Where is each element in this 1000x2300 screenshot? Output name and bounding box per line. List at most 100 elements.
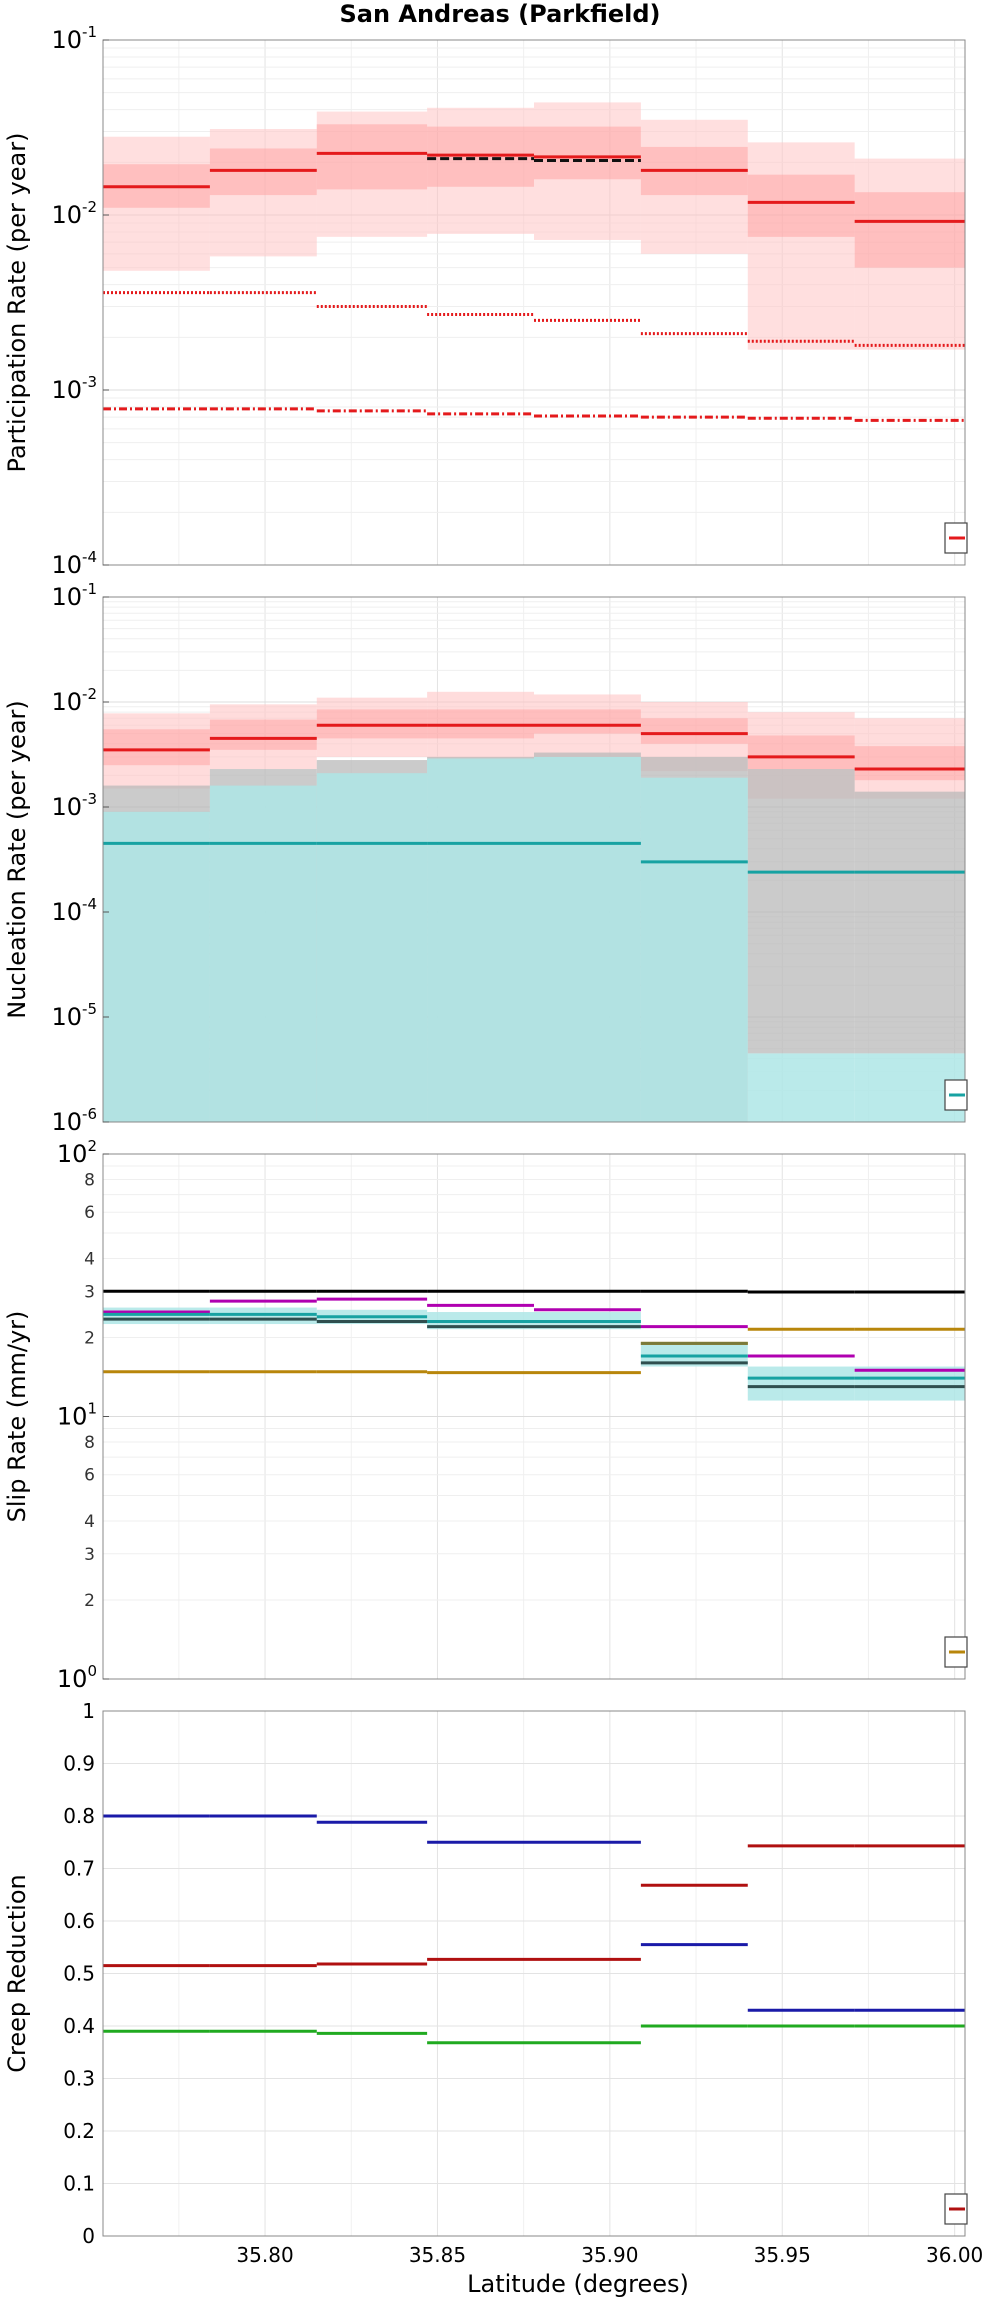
band-segment [854, 158, 965, 350]
band-segment [209, 719, 317, 750]
series-lines [103, 1289, 965, 1389]
band-segment [427, 107, 534, 234]
y-axis-label: Nucleation Rate (per year) [3, 700, 31, 1019]
band-segment [747, 142, 855, 350]
y-tick-label: 0.6 [63, 1909, 95, 1933]
y-tick-label: 0.2 [63, 2119, 95, 2143]
x-tick-label: 35.95 [754, 2243, 811, 2267]
y-tick-label: 0 [82, 2224, 95, 2248]
chart-panel-2: 10-6 10-5 10-4 10-3 10-2 10-1 Nucleation Rate … [3, 580, 968, 1136]
band-segment [747, 735, 855, 770]
band-segment [209, 129, 317, 257]
series-lines [103, 1814, 965, 2045]
y-minor-tick-label: 2 [84, 1591, 95, 1611]
y-minor-tick-label: 3 [84, 1282, 95, 1302]
plot-frame [102, 1710, 966, 2237]
band-segment [316, 111, 428, 237]
series-lines [103, 151, 965, 422]
grid [103, 1154, 965, 1680]
uncertainty-bands [103, 102, 965, 350]
band-segment [316, 124, 428, 190]
band-segment [747, 1366, 855, 1401]
y-minor-tick-label: 6 [84, 1203, 95, 1223]
chart-panel-1: 10-4 10-3 10-2 10-1 Participation Rate (per … [3, 23, 968, 579]
y-tick-label: 100 [57, 1662, 97, 1693]
band-segment [209, 785, 317, 1122]
legend [944, 522, 968, 554]
band-segment [854, 718, 965, 799]
x-tick-label: 35.80 [236, 2243, 293, 2267]
y-tick-label: 10-2 [51, 198, 97, 229]
plot-frame [102, 596, 966, 1123]
x-tick-label: 35.90 [581, 2243, 638, 2267]
y-minor-tick-label: 4 [84, 1512, 95, 1532]
x-tick-label: 36.00 [926, 2243, 983, 2267]
uncertainty-bands [103, 691, 965, 1122]
panels: 10-4 10-3 10-2 10-1 Participation Rate (per … [3, 23, 983, 2267]
y-tick-labels: 10-4 10-3 10-2 10-1 [51, 23, 109, 579]
y-tick-label: 10-6 [51, 1105, 97, 1136]
y-tick-label: 0.5 [63, 1962, 95, 1986]
band-segment [534, 756, 641, 1122]
y-tick-label: 0.4 [63, 2014, 95, 2038]
y-tick-label: 102 [57, 1137, 97, 1168]
y-tick-label: 0.7 [63, 1857, 95, 1881]
chart-panel-4: 0 0.1 0.2 0.3 0.4 0.5 0.6 0.7 0.8 0.9 1 Creep Reduc… [3, 1699, 983, 2267]
band-segment [640, 777, 748, 1122]
band-segment [316, 697, 428, 757]
y-axis-label: Participation Rate (per year) [3, 133, 31, 473]
y-tick-label: 0.3 [63, 2067, 95, 2091]
band-segment [854, 746, 965, 781]
band-segment [854, 791, 965, 1054]
band-segment [103, 136, 210, 271]
legend [944, 2193, 968, 2225]
band-segment [640, 119, 748, 254]
band-segment [316, 773, 428, 1122]
band-segment [854, 1366, 965, 1401]
y-tick-label: 101 [57, 1400, 97, 1431]
band-segment [534, 126, 641, 180]
band-segment [103, 729, 210, 766]
x-tick-labels: 35.80 35.85 35.90 35.95 36.00 [236, 2243, 983, 2267]
y-tick-label: 10-3 [51, 373, 97, 404]
legend [944, 1636, 968, 1668]
y-minor-tick-label: 2 [84, 1328, 95, 1348]
band-segment [103, 811, 210, 1122]
band-segment [534, 709, 641, 734]
y-tick-label: 0.8 [63, 1804, 95, 1828]
band-segment [427, 126, 534, 187]
band-segment [209, 704, 317, 770]
band-segment [640, 718, 748, 744]
band-segment [854, 192, 965, 268]
grid [103, 1710, 965, 2237]
y-minor-tick-label: 8 [84, 1170, 95, 1190]
y-tick-label: 0.9 [63, 1752, 95, 1776]
y-minor-tick-label: 6 [84, 1466, 95, 1486]
y-tick-label: 0.1 [63, 2172, 95, 2196]
y-tick-label: 10-3 [51, 790, 97, 821]
y-axis-label: Creep Reduction [3, 1874, 31, 2072]
chart-panel-3: 100 101 102 2 3 4 6 8 2 3 4 6 8 Slip Rate (mm/yr) [3, 1137, 968, 1693]
figure-title: San Andreas (Parkfield) [339, 0, 660, 28]
y-minor-tick-label: 8 [84, 1433, 95, 1453]
y-minor-tick-label: 4 [84, 1249, 95, 1269]
band-segment [534, 694, 641, 761]
y-axis-label: Slip Rate (mm/yr) [3, 1311, 31, 1523]
x-tick-label: 35.85 [409, 2243, 466, 2267]
y-tick-label: 1 [82, 1699, 95, 1723]
y-tick-label: 10-2 [51, 685, 97, 716]
plot-frame [102, 39, 966, 566]
x-axis-label: Latitude (degrees) [467, 2270, 689, 2298]
band-segment [747, 1053, 855, 1122]
y-tick-label: 10-5 [51, 1000, 97, 1031]
y-tick-label: 10-1 [51, 23, 97, 54]
y-tick-labels: 0 0.1 0.2 0.3 0.4 0.5 0.6 0.7 0.8 0.9 1 [63, 1699, 95, 2248]
y-tick-labels: 10-6 10-5 10-4 10-3 10-2 10-1 [51, 580, 109, 1136]
band-segment [427, 758, 534, 1122]
y-tick-label: 10-1 [51, 580, 97, 611]
y-minor-tick-label: 3 [84, 1545, 95, 1565]
band-segment [747, 174, 855, 237]
band-segment [534, 102, 641, 240]
y-tick-label: 10-4 [51, 548, 97, 579]
